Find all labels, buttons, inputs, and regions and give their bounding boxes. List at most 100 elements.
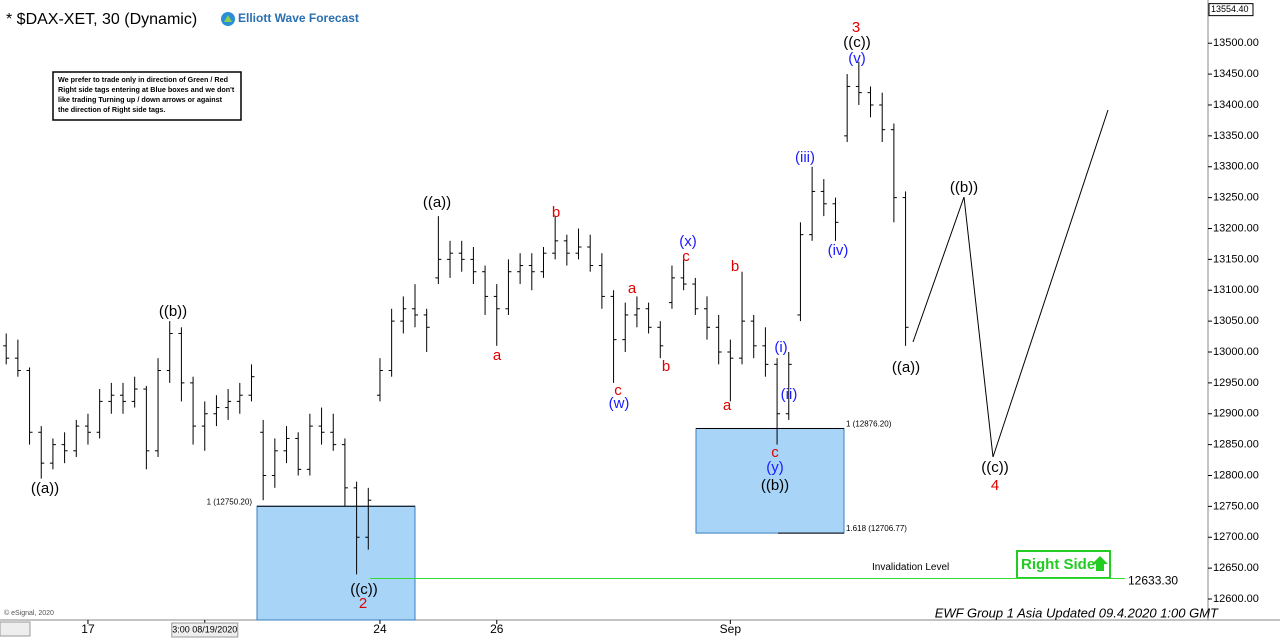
bar	[657, 321, 664, 359]
bar	[353, 481, 360, 575]
invalidation-label: Invalidation Level	[872, 562, 949, 573]
bar	[26, 367, 33, 445]
copyright: © eSignal, 2020	[4, 609, 54, 617]
bar	[762, 327, 769, 377]
note-line: Right side tags entering at Blue boxes a…	[58, 85, 235, 94]
wave-label: ((c))	[350, 581, 377, 598]
bar	[610, 290, 617, 383]
bar	[809, 166, 816, 241]
bar	[704, 296, 710, 340]
bar	[668, 265, 675, 309]
y-tick-label: 13400.00	[1213, 99, 1259, 111]
wave-label: (iii)	[795, 149, 815, 166]
bar	[400, 296, 407, 334]
bar	[844, 74, 851, 143]
bar	[575, 228, 582, 260]
chart-title: * $DAX-XET, 30 (Dynamic)	[6, 11, 197, 28]
bar	[120, 382, 126, 414]
wave-label: b	[552, 204, 560, 221]
fib-label: 1.618 (12706.77)	[846, 524, 907, 533]
wave-label: ((b))	[950, 179, 978, 196]
bar	[318, 407, 325, 445]
bar	[131, 376, 138, 408]
logo: Elliott Wave Forecast	[238, 11, 359, 25]
bar	[271, 438, 278, 488]
wave-label: (y)	[766, 459, 784, 476]
bar	[84, 413, 91, 445]
wave-label: ((a))	[31, 480, 59, 497]
y-tick-label: 12950.00	[1213, 377, 1259, 389]
bar	[96, 389, 103, 439]
wave-label: ((a))	[423, 194, 451, 211]
bar	[412, 284, 418, 328]
bar	[166, 321, 173, 383]
bar	[376, 358, 383, 402]
y-tick-label: 12700.00	[1213, 531, 1259, 543]
bar	[785, 351, 792, 420]
bar	[283, 426, 290, 464]
bar	[14, 339, 21, 377]
bar	[820, 179, 827, 217]
last-price-label: 13554.40	[1211, 4, 1249, 14]
y-tick-label: 13500.00	[1213, 37, 1259, 49]
bar	[715, 314, 722, 365]
note-line: the direction of Right side tags.	[58, 105, 165, 114]
bar	[797, 222, 804, 322]
bar	[155, 358, 162, 457]
y-tick-label: 13200.00	[1213, 222, 1259, 234]
wave-label: ((b))	[761, 477, 789, 494]
bar	[680, 259, 687, 291]
bar	[201, 401, 208, 451]
wave-label: b	[731, 258, 739, 275]
bar	[622, 302, 629, 352]
y-tick-label: 13350.00	[1213, 130, 1259, 142]
y-tick-label: 12900.00	[1213, 408, 1259, 420]
note-line: We prefer to trade only in direction of …	[58, 75, 228, 84]
wave-label: (x)	[679, 233, 697, 250]
bar	[3, 333, 10, 365]
bar	[774, 358, 781, 445]
bar	[482, 265, 489, 315]
bar	[435, 216, 442, 285]
projection-path	[912, 109, 1109, 458]
y-tick-label: 12750.00	[1213, 500, 1259, 512]
wave-label: ((a))	[892, 359, 920, 376]
bar	[295, 432, 302, 476]
wave-label: ((c))	[981, 459, 1008, 476]
wave-label: (ii)	[781, 386, 798, 403]
y-tick-label: 13050.00	[1213, 315, 1259, 327]
bar	[388, 308, 395, 377]
bar	[178, 327, 185, 402]
x-tick-label: 17	[81, 622, 95, 636]
bar	[517, 253, 524, 285]
right-side-label: Right Side	[1021, 556, 1095, 573]
bar	[38, 426, 45, 479]
wave-label: a	[628, 280, 637, 297]
bar	[633, 296, 640, 328]
x-crosshair-box	[171, 622, 239, 638]
wave-label: c	[771, 444, 779, 461]
wave-label: ((b))	[159, 303, 187, 320]
logo-icon-mark	[224, 15, 232, 22]
bar	[470, 247, 477, 285]
wave-label: (i)	[774, 339, 787, 356]
scroll-button[interactable]	[0, 621, 31, 637]
y-tick-label: 12600.00	[1213, 593, 1259, 605]
y-tick-label: 12800.00	[1213, 469, 1259, 481]
bar	[855, 61, 862, 105]
bar	[330, 413, 337, 451]
bar	[902, 191, 909, 346]
bar	[879, 92, 886, 143]
invalidation-value: 12633.30	[1128, 574, 1178, 588]
bar	[563, 234, 570, 266]
bar	[365, 487, 372, 550]
bar	[143, 385, 150, 470]
y-tick-label: 13000.00	[1213, 346, 1259, 358]
y-tick-label: 12650.00	[1213, 562, 1259, 574]
fib-label: 1 (12876.20)	[846, 420, 892, 429]
bar	[341, 438, 348, 507]
x-tick-label: 26	[490, 622, 504, 636]
right-side-box	[1016, 550, 1111, 579]
bar	[49, 438, 56, 470]
